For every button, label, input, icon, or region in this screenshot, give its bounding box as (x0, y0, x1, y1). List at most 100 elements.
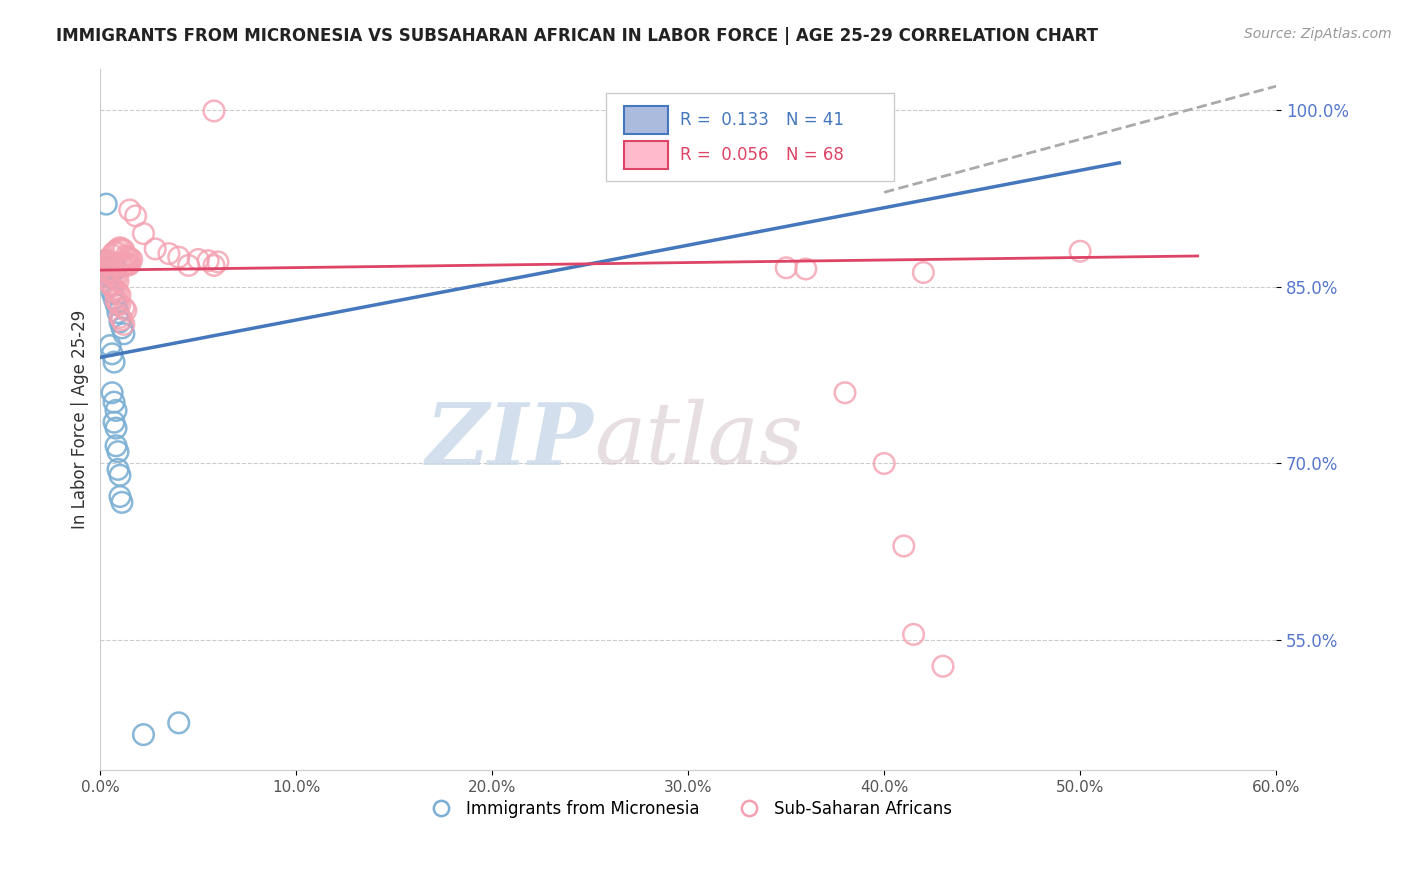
Point (111, 321, 134, 335)
Point (105, 293, 128, 308)
Point (93, 256, 115, 270)
Point (108, 310, 131, 325)
FancyBboxPatch shape (623, 141, 668, 169)
Point (98, 267, 121, 281)
Text: N = 68: N = 68 (786, 145, 844, 164)
Point (96, 256, 118, 270)
Point (111, 257, 134, 271)
Point (1069, 244, 1091, 259)
Point (93, 259, 115, 273)
Point (105, 283, 128, 297)
Point (108, 256, 131, 270)
Point (96, 253, 118, 268)
Point (132, 728, 155, 742)
Point (108, 241, 131, 255)
Point (98, 338, 121, 352)
Point (96, 264, 118, 278)
Point (101, 262, 124, 277)
Point (103, 260, 125, 274)
Point (202, 259, 225, 273)
Text: Source: ZipAtlas.com: Source: ZipAtlas.com (1244, 27, 1392, 41)
Point (103, 292, 125, 306)
Point (114, 303, 136, 318)
FancyBboxPatch shape (623, 105, 668, 134)
Point (101, 256, 124, 270)
Point (794, 262, 817, 277)
Point (107, 242, 129, 256)
Point (903, 627, 925, 641)
Point (111, 312, 134, 326)
Point (107, 444, 129, 458)
Point (105, 403, 128, 417)
Point (103, 395, 125, 409)
Point (202, 103, 225, 118)
Point (873, 457, 896, 471)
Point (108, 490, 131, 504)
FancyBboxPatch shape (606, 93, 894, 181)
Legend: Immigrants from Micronesia, Sub-Saharan Africans: Immigrants from Micronesia, Sub-Saharan … (418, 794, 959, 825)
Point (107, 285, 129, 300)
Text: R =  0.056: R = 0.056 (681, 145, 769, 164)
Point (112, 259, 135, 273)
Point (108, 297, 131, 311)
Point (118, 202, 141, 217)
Text: N = 41: N = 41 (786, 111, 844, 128)
Point (121, 252, 143, 267)
Point (207, 255, 229, 269)
Y-axis label: In Labor Force | Age 25-29: In Labor Force | Age 25-29 (72, 310, 89, 529)
Point (108, 468, 131, 483)
Point (167, 250, 190, 264)
Point (103, 355, 125, 369)
Point (103, 245, 125, 260)
Text: atlas: atlas (595, 399, 803, 482)
Point (103, 270, 125, 285)
Point (98, 277, 121, 292)
Point (97, 263, 120, 277)
Point (117, 250, 139, 264)
Point (107, 296, 129, 310)
Point (112, 318, 135, 332)
Point (97, 256, 120, 270)
Point (107, 274, 129, 288)
Point (97, 257, 120, 271)
Point (834, 385, 856, 400)
Point (105, 271, 128, 285)
Point (157, 246, 180, 260)
Point (101, 385, 124, 400)
Point (101, 268, 124, 282)
Point (111, 242, 134, 256)
Point (167, 715, 190, 730)
Point (187, 252, 209, 267)
Point (98, 260, 121, 275)
Point (105, 297, 128, 311)
Point (98, 257, 121, 271)
Point (105, 262, 128, 277)
Text: ZIP: ZIP (426, 399, 595, 482)
Point (132, 227, 155, 241)
Point (96, 260, 118, 275)
Point (97, 260, 120, 274)
Point (101, 347, 124, 361)
Point (114, 249, 136, 263)
Point (103, 415, 125, 429)
Point (93, 253, 115, 268)
Point (97, 265, 120, 279)
Point (105, 439, 128, 453)
Point (101, 285, 124, 300)
Point (775, 260, 797, 275)
Point (101, 259, 124, 273)
Point (101, 279, 124, 293)
Point (96, 197, 118, 211)
Point (197, 253, 219, 268)
Point (98, 264, 121, 278)
Point (108, 288, 131, 302)
Point (932, 659, 955, 673)
Point (112, 301, 135, 315)
Point (97, 265, 120, 279)
Point (108, 315, 131, 329)
Text: IMMIGRANTS FROM MICRONESIA VS SUBSAHARAN AFRICAN IN LABOR FORCE | AGE 25-29 CORR: IMMIGRANTS FROM MICRONESIA VS SUBSAHARAN… (56, 27, 1098, 45)
Point (893, 539, 915, 553)
Point (105, 259, 128, 273)
Point (111, 495, 134, 509)
Point (112, 243, 135, 257)
